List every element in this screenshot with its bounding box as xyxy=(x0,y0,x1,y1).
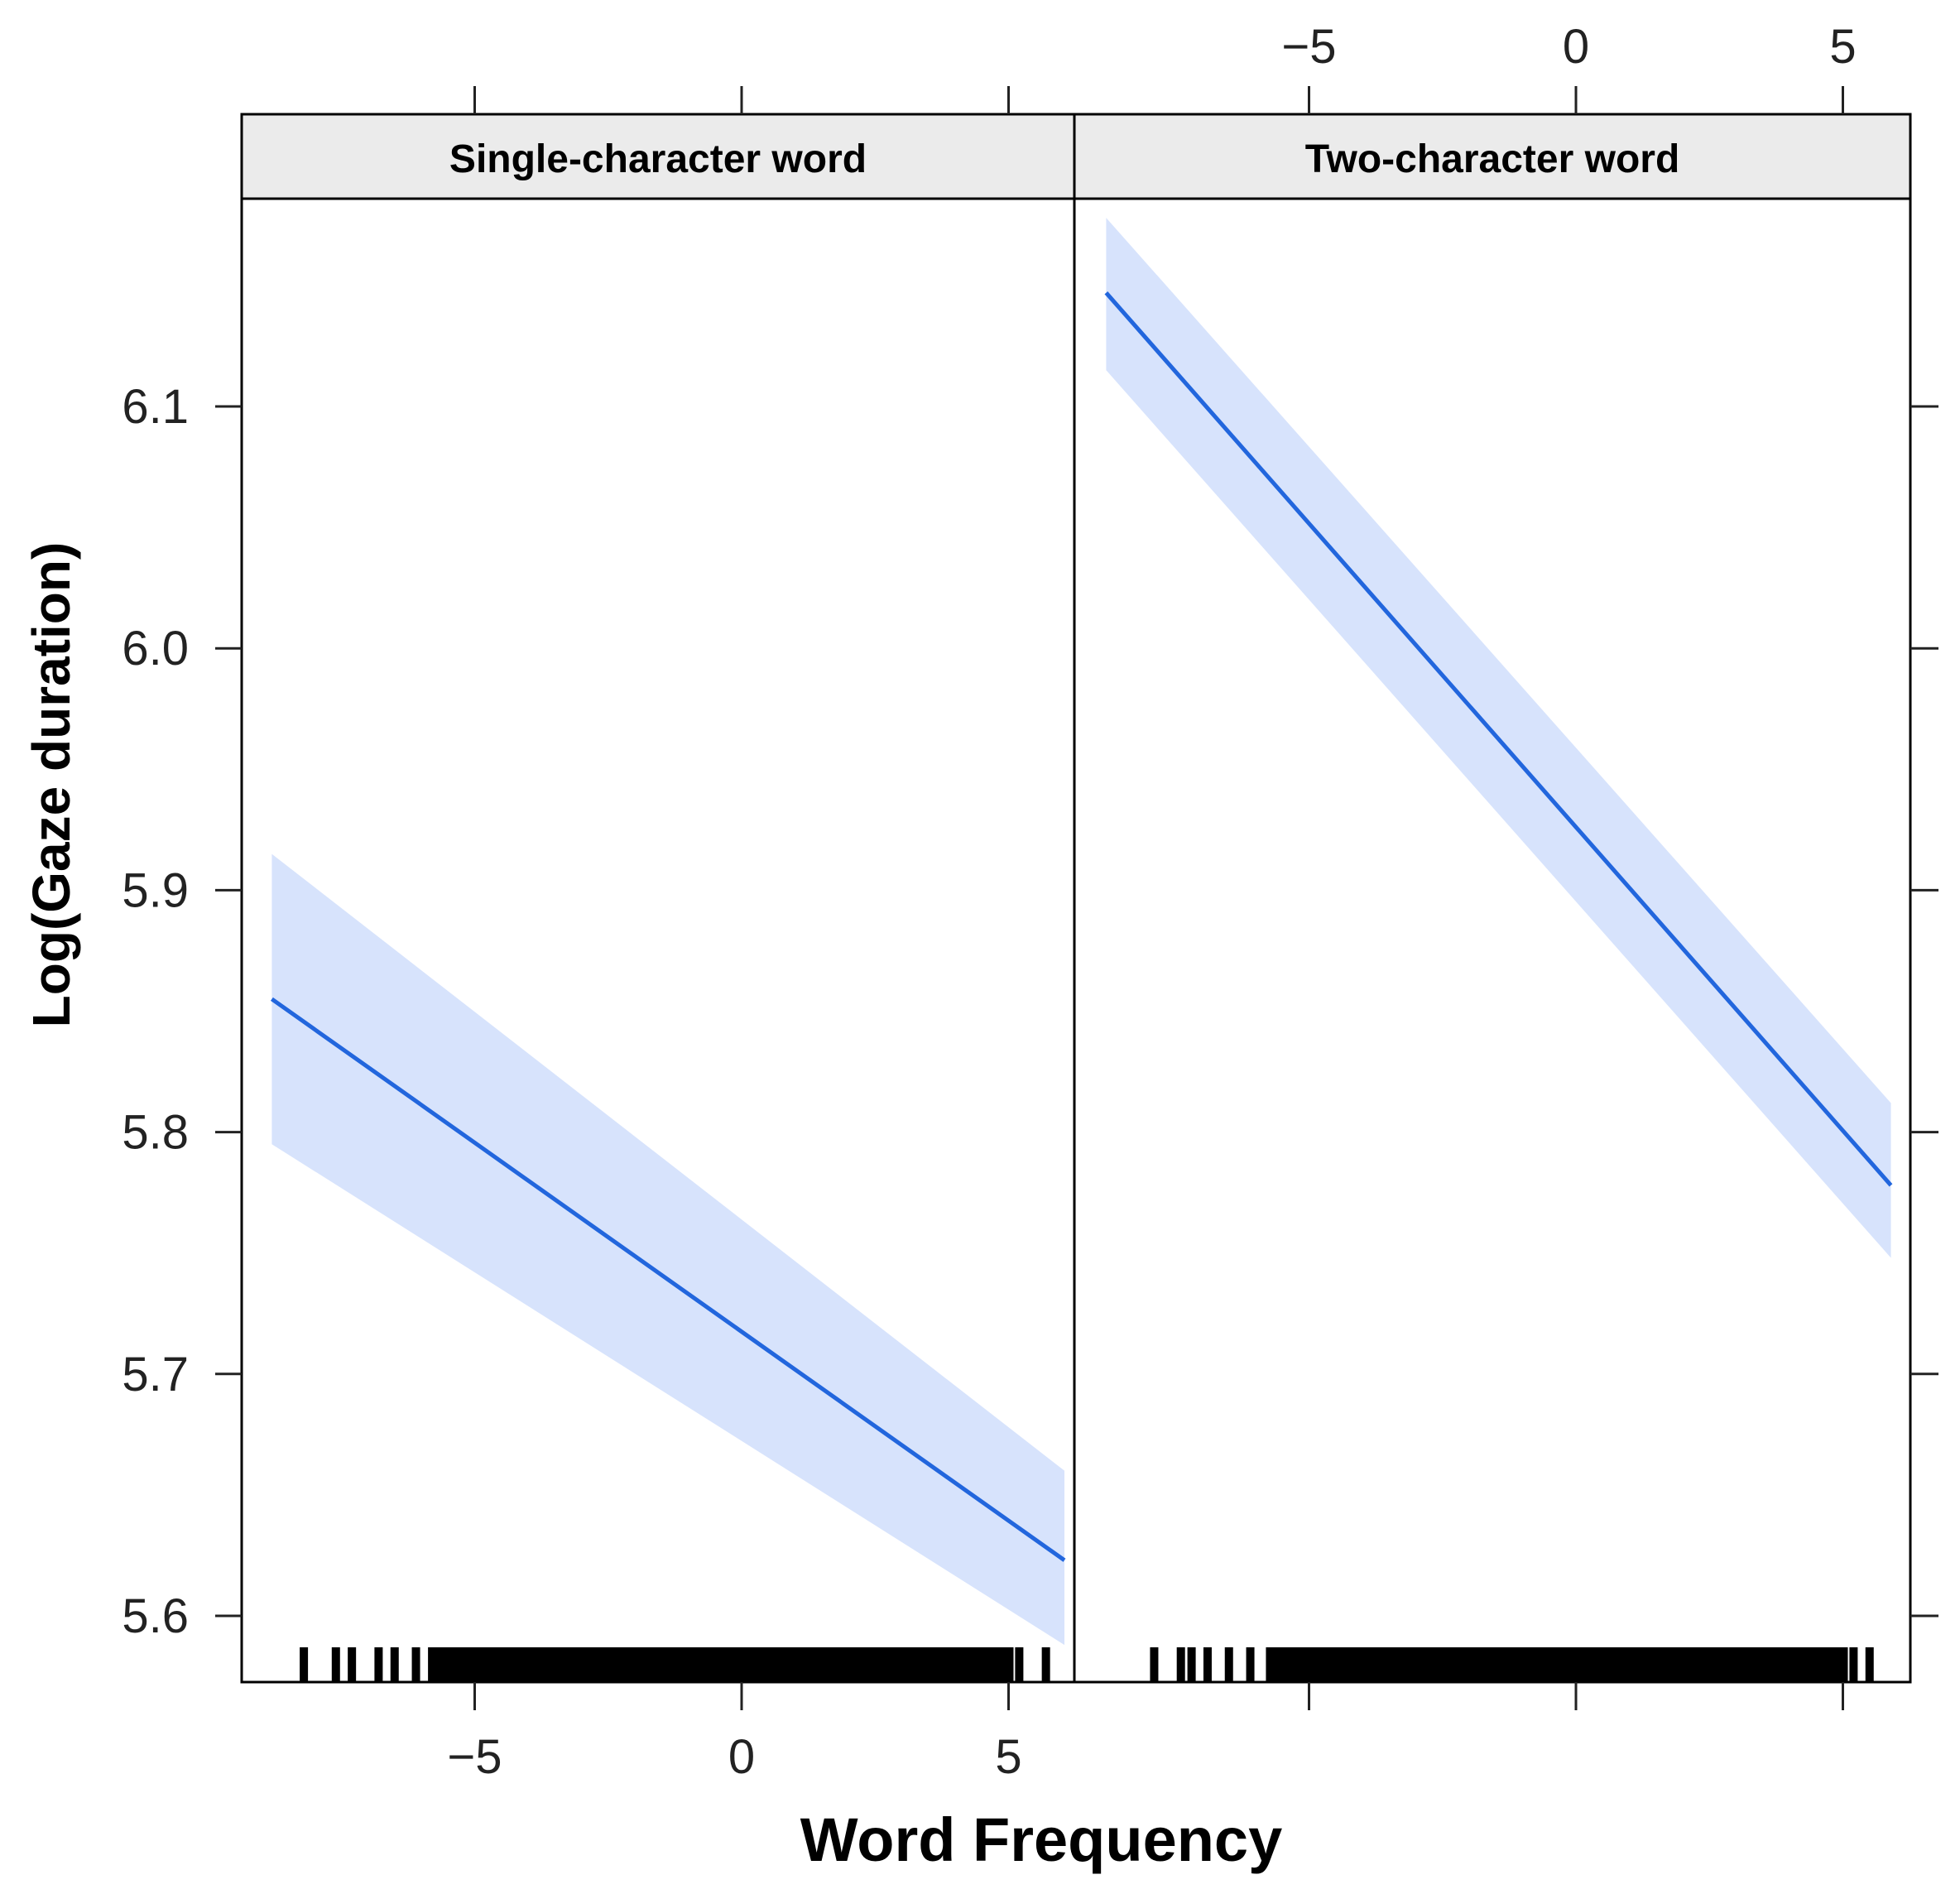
strip-single-character-word xyxy=(240,113,1076,200)
y-tick-label: 6.0 xyxy=(122,622,189,675)
panel-strips: Single-character word Two-character word xyxy=(240,113,1912,200)
strip-label-single-character-word: Single-character word xyxy=(449,137,867,181)
x-axis-title: Word Frequency xyxy=(800,1805,1283,1874)
rug-block-two-character-word xyxy=(1266,1647,1848,1682)
rug-plots xyxy=(300,1647,1874,1682)
x-tick-label-top: 0 xyxy=(1563,20,1589,74)
y-axis-title: Log(Gaze duration) xyxy=(22,542,81,1028)
strip-two-character-word xyxy=(1073,113,1912,200)
x-tick-label-bottom: −5 xyxy=(447,1730,502,1784)
x-tick-label-bottom: 0 xyxy=(728,1730,755,1784)
x-tick-label-bottom: 5 xyxy=(995,1730,1021,1784)
fit-lines xyxy=(270,291,1893,1562)
confidence-bands xyxy=(271,218,1891,1646)
x-tick-label-top: −5 xyxy=(1281,20,1336,74)
confidence-band-single-character-word xyxy=(271,853,1064,1646)
strip-label-two-character-word: Two-character word xyxy=(1305,137,1680,181)
y-tick-label: 5.9 xyxy=(122,863,189,917)
y-tick-label: 5.7 xyxy=(122,1348,189,1401)
y-tick-label: 5.8 xyxy=(122,1106,189,1160)
x-tick-label-top: 5 xyxy=(1829,20,1856,74)
axis-ticks: 5.6 5.7 5.8 5.9 6.0 6.1 −5 −5 0 0 5 5 xyxy=(122,20,1938,1784)
y-tick-label: 5.6 xyxy=(122,1589,189,1643)
fit-line-single-character-word xyxy=(270,997,1066,1562)
y-tick-label: 6.1 xyxy=(122,380,189,434)
fit-line-two-character-word xyxy=(1104,291,1893,1187)
